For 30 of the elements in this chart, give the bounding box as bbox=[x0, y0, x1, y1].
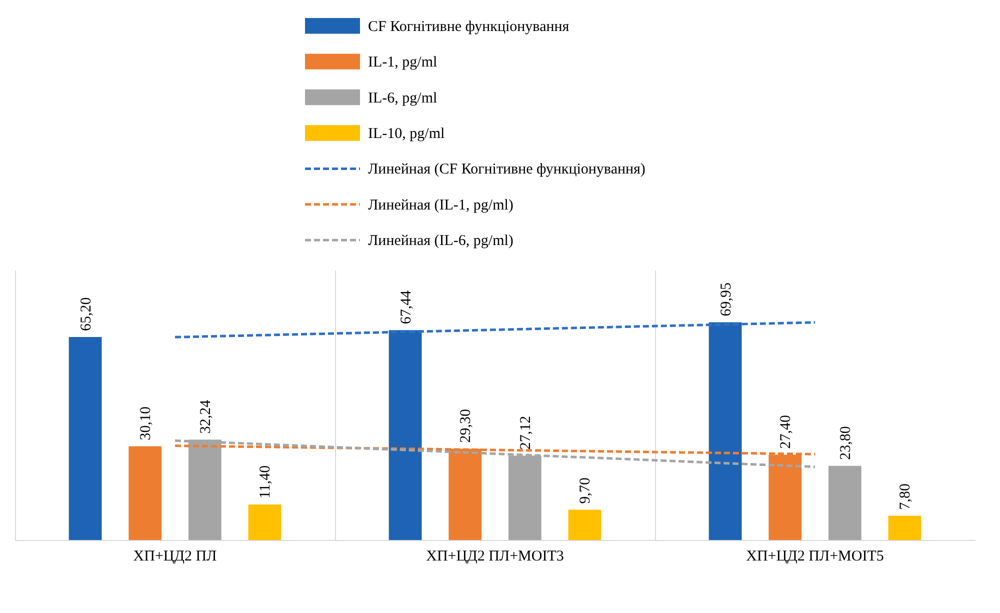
data-label: 32,24 bbox=[198, 399, 214, 434]
bar bbox=[888, 516, 922, 540]
legend-label: IL-10, pg/ml bbox=[368, 126, 445, 142]
bar bbox=[68, 337, 102, 540]
legend-label: IL-6, pg/ml bbox=[368, 90, 438, 106]
data-label: 67,44 bbox=[398, 290, 414, 324]
data-label: 11,40 bbox=[258, 465, 274, 499]
data-label: 9,70 bbox=[578, 478, 594, 504]
data-label: 23,80 bbox=[838, 426, 854, 460]
legend-label: CF Когнітивне функціонування bbox=[368, 18, 570, 35]
legend-label: Линейная (IL-6, pg/ml) bbox=[368, 233, 514, 250]
legend-label: Линейная (CF Когнітивне функціонування) bbox=[368, 162, 646, 178]
bar bbox=[128, 446, 162, 540]
bar bbox=[708, 322, 742, 540]
data-label: 30,10 bbox=[138, 406, 154, 440]
bar bbox=[828, 466, 862, 540]
x-tick-label: ХП+ЦД2 ПЛ bbox=[133, 548, 217, 564]
bar bbox=[248, 504, 282, 540]
data-label: 69,95 bbox=[718, 282, 734, 316]
data-label: 29,30 bbox=[458, 409, 474, 443]
data-label: 27,12 bbox=[518, 416, 534, 450]
bar bbox=[388, 330, 422, 540]
data-label: 7,80 bbox=[898, 483, 914, 510]
bar bbox=[568, 510, 602, 540]
legend-label: Линейная (IL-1, pg/ml) bbox=[368, 197, 514, 214]
data-label: 27,40 bbox=[778, 414, 794, 449]
x-tick-label: ХП+ЦД2 ПЛ+МОІТ3 bbox=[426, 548, 564, 564]
legend-label: IL-1, pg/ml bbox=[368, 54, 438, 71]
x-tick-label: ХП+ЦД2 ПЛ+МОІТ5 bbox=[746, 548, 884, 564]
data-label: 65,20 bbox=[78, 297, 94, 332]
